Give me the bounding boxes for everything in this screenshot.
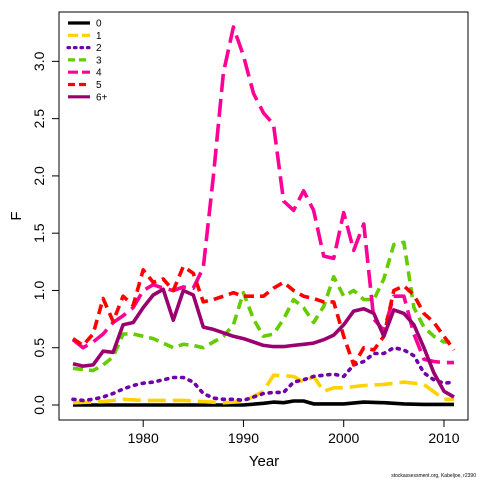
- legend-label-3: 3: [96, 55, 102, 66]
- y-tick-label: 0.0: [31, 395, 47, 415]
- y-tick-label: 1.0: [31, 281, 47, 301]
- footnote: stockassessment.org, Kabeljoe, r2390: [391, 473, 476, 479]
- y-tick-label: 2.5: [31, 109, 47, 129]
- x-axis: 1980 1990 2000 2010: [128, 419, 460, 446]
- legend-label-1: 1: [96, 31, 102, 42]
- series-line-3: [72, 240, 454, 373]
- legend-label-4: 4: [96, 68, 102, 79]
- y-tick-label: 3.0: [31, 51, 47, 71]
- series-line-5: [71, 264, 456, 367]
- y-axis-title: F: [8, 211, 25, 220]
- legend-label-0: 0: [96, 19, 102, 30]
- y-axis: 0.0 0.5 1.0 1.5 2.0 2.5 3.0: [31, 51, 60, 415]
- series-layer: [71, 25, 456, 407]
- series-line-0: [73, 399, 454, 407]
- y-tick-label: 0.5: [31, 338, 47, 358]
- legend-label-2: 2: [96, 43, 102, 54]
- plot-frame: [58, 11, 469, 421]
- y-tick-label: 1.5: [31, 223, 47, 243]
- x-tick-label: 1990: [228, 430, 259, 446]
- x-tick-label: 2000: [328, 430, 359, 446]
- x-axis-title: Year: [249, 453, 279, 470]
- legend-label-6: 6+: [96, 92, 108, 103]
- y-tick-label: 2.0: [31, 166, 47, 186]
- series-line-1: [72, 373, 454, 405]
- x-tick-label: 2010: [428, 430, 459, 446]
- series-line-6: [72, 287, 455, 399]
- series-line-2: [71, 345, 456, 403]
- legend-label-5: 5: [96, 80, 102, 91]
- x-tick-label: 1980: [128, 430, 159, 446]
